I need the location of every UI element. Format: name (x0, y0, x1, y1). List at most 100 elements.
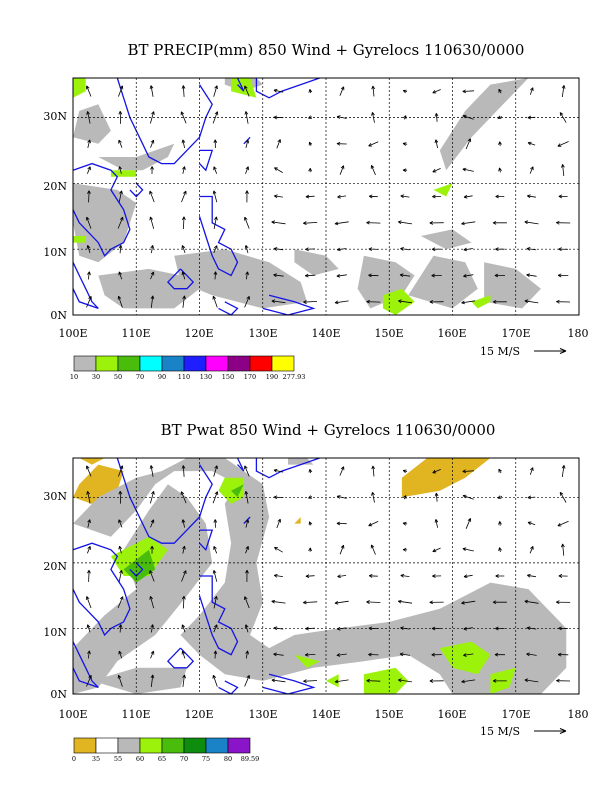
wind-vector (213, 519, 218, 528)
wind-vector (429, 300, 444, 304)
shaded-region (294, 249, 339, 276)
wind-vector (529, 467, 534, 475)
wind-vector (402, 547, 408, 552)
wind-vector (245, 546, 249, 554)
wind-vector (244, 216, 250, 229)
shaded-region (294, 654, 320, 668)
wind-vector (465, 138, 472, 150)
wind-vector (182, 295, 186, 308)
wind-vector (402, 142, 408, 146)
wind-vector (150, 244, 155, 254)
wind-vector (494, 652, 505, 657)
wind-vector (245, 569, 249, 582)
wind-vector (86, 465, 92, 477)
colorbar-label: 50 (114, 373, 122, 381)
wind-vector (244, 296, 250, 308)
coastline (198, 195, 239, 277)
wind-vector (434, 112, 439, 122)
colorbar-label: 277.93 (283, 373, 306, 381)
colorbar-swatch (249, 355, 273, 372)
colorbar-swatch (227, 355, 251, 372)
vector-reference-label: 15 M/S (480, 725, 520, 738)
colorbar-swatch (271, 355, 295, 372)
wind-vector (462, 469, 475, 474)
wind-vector (276, 518, 281, 529)
colorbar-label: 70 (136, 373, 144, 381)
wind-vector (463, 247, 473, 252)
lat-tick: 30N (43, 110, 67, 123)
lon-tick: 160E (437, 708, 466, 721)
shaded-region (401, 458, 491, 498)
wind-vector (434, 139, 439, 149)
wind-vector (273, 273, 284, 278)
grid-lines (73, 458, 579, 694)
wind-vector (118, 190, 123, 203)
wind-vector (245, 650, 249, 659)
coastline (199, 149, 214, 172)
vector-reference-label: 15 M/S (480, 345, 520, 358)
wind-vector (557, 520, 569, 527)
wind-vector (181, 190, 187, 203)
wind-vector (150, 624, 155, 633)
lat-tick-labels: 0N 10N 20N 30N (43, 110, 67, 322)
wind-vector (150, 295, 155, 308)
wind-vector (244, 624, 249, 633)
wind-vector (524, 220, 539, 225)
wind-vector (527, 521, 536, 526)
wind-vector (213, 139, 218, 149)
wind-vector (399, 273, 411, 278)
wind-vector (86, 674, 92, 687)
wind-vector (431, 626, 442, 631)
wind-vector (558, 247, 568, 252)
lon-tick: 120E (184, 708, 213, 721)
wind-vector (87, 650, 91, 659)
colorbar-label: 90 (158, 373, 166, 381)
wind-vector (336, 495, 347, 499)
wind-vector (498, 547, 502, 553)
wind-vector (303, 600, 318, 605)
wind-vector (432, 168, 441, 173)
coastline (116, 77, 213, 165)
colorbar-swatch (183, 737, 207, 754)
wind-vector (308, 168, 312, 173)
vector-reference: 15 M/S (480, 725, 567, 738)
wind-vector (339, 86, 345, 96)
lon-tick-labels: 100E 110E 120E 130E 140E 150E 160E 170E … (58, 708, 588, 721)
lon-tick: 150E (374, 327, 403, 340)
vector-reference: 15 M/S (480, 345, 567, 358)
coastline (262, 673, 316, 695)
wind-vector (87, 166, 91, 174)
wind-vector (181, 139, 186, 148)
wind-vector (244, 675, 250, 687)
wind-vector (465, 518, 472, 529)
wind-vector (273, 468, 284, 473)
wind-vector (334, 300, 349, 305)
lon-tick: 150E (374, 708, 403, 721)
shaded-region (363, 667, 409, 694)
wind-vector (305, 626, 315, 631)
colorbar-label: 80 (224, 755, 232, 763)
colorbar-label: 70 (180, 755, 188, 763)
lat-tick: 10N (43, 626, 67, 639)
wind-vector (462, 114, 474, 120)
lon-tick: 120E (184, 327, 213, 340)
wind-vector (529, 546, 534, 554)
shaded-region (231, 78, 257, 98)
shaded-region (92, 667, 187, 694)
wind-vector (336, 521, 347, 526)
coastline (198, 575, 239, 656)
colorbar-swatch (205, 355, 229, 372)
wind-vector (149, 216, 155, 229)
wind-vector (558, 626, 568, 631)
wind-vector (370, 544, 376, 555)
wind-vector (337, 194, 347, 199)
wind-vector (498, 521, 502, 526)
coastline-blue (72, 457, 320, 695)
shaded-region (110, 170, 137, 177)
wind-vector (87, 139, 91, 148)
wind-vector (366, 678, 381, 683)
wind-vector (366, 600, 381, 604)
wind-vector (559, 491, 567, 503)
colorbar-label: 30 (92, 373, 100, 381)
wind-vector (244, 490, 249, 504)
